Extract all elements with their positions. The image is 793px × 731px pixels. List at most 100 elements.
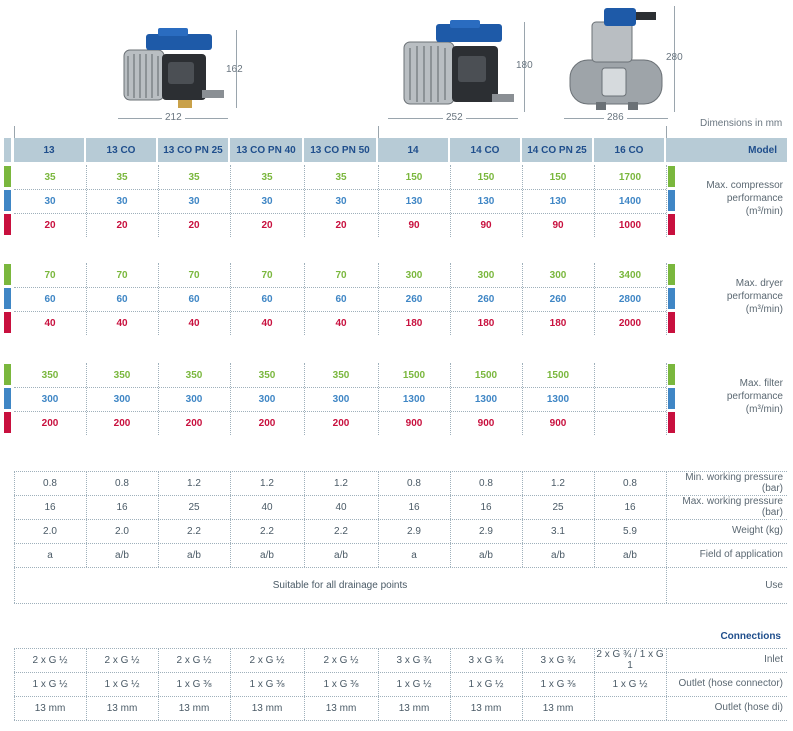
connection-cell: 13 mm bbox=[470, 702, 502, 714]
performance-cell: 20 bbox=[261, 219, 273, 231]
performance-cell: 60 bbox=[188, 293, 200, 305]
use-border-mid bbox=[666, 567, 667, 603]
spec-column-separator bbox=[450, 519, 451, 543]
performance-cell: 150 bbox=[405, 171, 423, 183]
row-marker-right bbox=[668, 364, 675, 385]
connection-column-separator bbox=[378, 672, 379, 696]
spec-column-separator bbox=[86, 471, 87, 495]
connection-cell: 1 x G ½ bbox=[104, 678, 140, 690]
spec-row-separator bbox=[14, 495, 787, 496]
spec-cell: 1.2 bbox=[551, 477, 565, 489]
row-marker-right bbox=[668, 190, 675, 211]
connection-column-separator bbox=[450, 672, 451, 696]
performance-cell: 200 bbox=[332, 417, 350, 429]
column-separator bbox=[378, 165, 379, 237]
performance-cell: 260 bbox=[549, 293, 567, 305]
spec-cell: 16 bbox=[44, 501, 56, 513]
connection-row-separator bbox=[14, 672, 787, 673]
performance-label-line: (m³/min) bbox=[745, 304, 783, 315]
specs-top-border bbox=[14, 471, 787, 472]
spec-column-separator bbox=[378, 495, 379, 519]
spec-cell: a/b bbox=[623, 549, 637, 561]
performance-cell: 1300 bbox=[474, 393, 498, 405]
connection-cell: 1 x G ½ bbox=[612, 678, 648, 690]
connection-cell: 2 x G ½ bbox=[249, 654, 285, 666]
connection-column-separator bbox=[594, 648, 595, 672]
spec-cell: 2.2 bbox=[260, 525, 274, 537]
connection-cell: 2 x G ½ bbox=[176, 654, 212, 666]
spec-column-separator bbox=[522, 543, 523, 567]
connection-cell: 1 x G ⅜ bbox=[540, 678, 576, 690]
connection-column-separator bbox=[230, 648, 231, 672]
spec-row-separator bbox=[14, 543, 787, 544]
column-separator bbox=[86, 363, 87, 435]
performance-cell: 30 bbox=[261, 195, 273, 207]
performance-cell: 70 bbox=[261, 269, 273, 281]
height-label-14: 180 bbox=[516, 60, 533, 71]
spec-column-separator bbox=[378, 519, 379, 543]
column-separator bbox=[522, 165, 523, 237]
spec-column-separator bbox=[522, 519, 523, 543]
dimensions-note: Dimensions in mm bbox=[700, 118, 783, 129]
column-separator bbox=[522, 363, 523, 435]
row-marker-right bbox=[668, 166, 675, 187]
connection-column-separator bbox=[378, 648, 379, 672]
performance-cell: 20 bbox=[116, 219, 128, 231]
connection-column-separator bbox=[86, 696, 87, 720]
performance-cell: 60 bbox=[44, 293, 56, 305]
connection-cell: 13 mm bbox=[34, 702, 66, 714]
width-label-16: 286 bbox=[604, 112, 627, 123]
spec-column-separator bbox=[158, 543, 159, 567]
spec-column-separator bbox=[522, 495, 523, 519]
connection-column-separator bbox=[594, 672, 595, 696]
connection-cell: 2 x G ½ bbox=[104, 654, 140, 666]
performance-cell: 350 bbox=[113, 369, 131, 381]
connection-cell: 13 mm bbox=[106, 702, 138, 714]
model-header-1: 13 bbox=[14, 138, 84, 162]
column-separator bbox=[158, 165, 159, 237]
performance-cell: 30 bbox=[188, 195, 200, 207]
product-illustration-13 bbox=[118, 28, 228, 108]
connection-column-separator bbox=[230, 696, 231, 720]
performance-cell: 40 bbox=[335, 317, 347, 329]
spec-cell: a/b bbox=[334, 549, 348, 561]
performance-cell: 35 bbox=[335, 171, 347, 183]
performance-cell: 300 bbox=[113, 393, 131, 405]
spec-column-separator bbox=[304, 471, 305, 495]
spec-cell: 0.8 bbox=[479, 477, 493, 489]
performance-cell: 180 bbox=[549, 317, 567, 329]
performance-cell: 20 bbox=[44, 219, 56, 231]
performance-label-line: Max. filter bbox=[739, 378, 783, 389]
performance-cell: 180 bbox=[405, 317, 423, 329]
spec-cell: 3.1 bbox=[551, 525, 565, 537]
model-header-3: 13 CO PN 25 bbox=[158, 138, 228, 162]
row-separator bbox=[14, 213, 666, 214]
performance-cell: 300 bbox=[258, 393, 276, 405]
connection-cell: 3 x G ¾ bbox=[540, 654, 576, 666]
row-marker-right bbox=[668, 214, 675, 235]
connection-column-separator bbox=[86, 672, 87, 696]
spec-cell: a/b bbox=[551, 549, 565, 561]
column-separator bbox=[522, 263, 523, 335]
header-tick-right bbox=[666, 126, 667, 138]
performance-cell: 35 bbox=[188, 171, 200, 183]
spec-column-separator bbox=[666, 495, 667, 519]
spec-row-separator bbox=[14, 519, 787, 520]
model-header-4: 13 CO PN 40 bbox=[230, 138, 302, 162]
performance-label-line: Max. compressor bbox=[706, 180, 783, 191]
connection-cell: 1 x G ½ bbox=[468, 678, 504, 690]
connection-row-separator bbox=[14, 720, 787, 721]
performance-label-line: Max. dryer bbox=[735, 278, 783, 289]
performance-cell: 90 bbox=[480, 219, 492, 231]
column-separator bbox=[230, 363, 231, 435]
connection-label: Outlet (hose connector) bbox=[678, 678, 784, 689]
performance-cell: 1300 bbox=[546, 393, 570, 405]
use-border-left bbox=[14, 567, 15, 603]
connection-column-separator bbox=[158, 648, 159, 672]
row-marker-right bbox=[668, 312, 675, 333]
performance-cell: 1000 bbox=[618, 219, 642, 231]
performance-cell: 130 bbox=[477, 195, 495, 207]
spec-column-separator bbox=[158, 495, 159, 519]
model-header-label: Model bbox=[666, 138, 787, 162]
column-separator bbox=[450, 165, 451, 237]
